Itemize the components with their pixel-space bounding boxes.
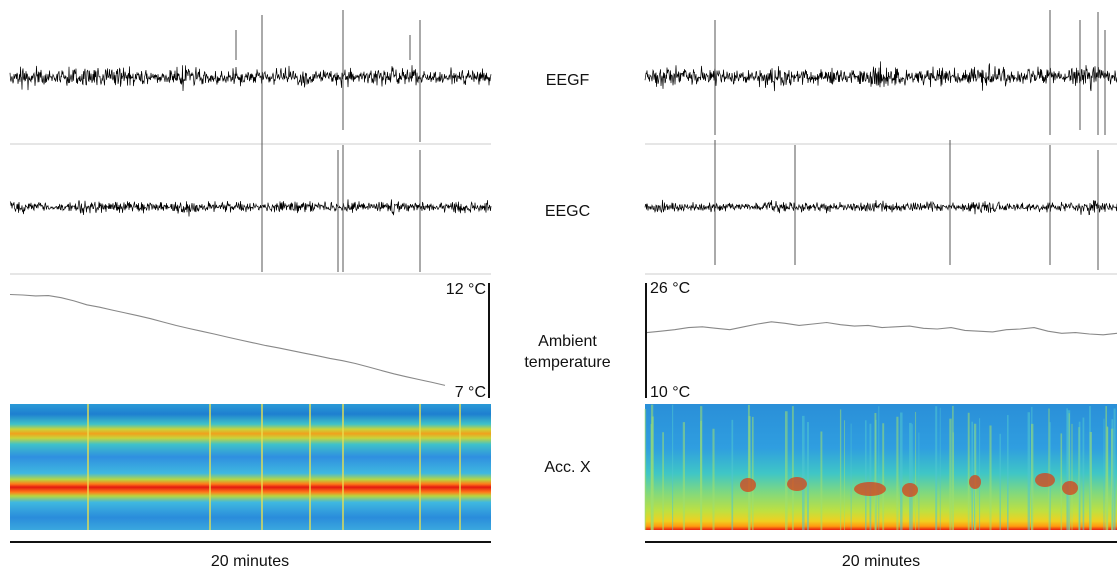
right-spectrogram [645,404,1117,530]
right-spectrogram-hotspot [740,478,756,492]
left-time-scale-label: 20 minutes [210,553,290,570]
channel-label-eegc: EEGC [544,203,591,220]
channel-label-eegf: EEGF [545,72,590,89]
right-temperature-plot [645,283,1117,398]
left-temperature-line [9,293,446,386]
right-spectrogram-hotspot [1062,481,1078,495]
channel-label-acc-x: Acc. X [544,459,591,476]
left-temperature-plot [9,283,490,398]
left-recording-panel [9,10,492,543]
right-temp-min-label: 10 °C [650,384,691,401]
right-time-scale-label: 20 minutes [841,553,921,570]
left-temp-min-label: 7 °C [454,384,486,401]
left-eegf-signal [9,65,492,92]
right-spectrogram-hotspot [969,475,981,489]
right-eegf-trace [644,10,1117,145]
left-spectrogram [10,404,491,530]
left-spectrogram-artifacts [87,404,461,530]
left-eegc-trace [9,140,492,275]
right-spectrogram-hotspot [854,482,886,496]
left-temp-max-label: 12 °C [445,281,486,298]
left-eegf-trace [9,10,492,145]
right-eegc-trace [644,140,1117,275]
right-spectrogram-activity [644,404,1116,530]
right-temp-max-label: 26 °C [650,280,691,297]
right-spectrogram-hotspot [787,477,807,491]
right-eegf-signal [644,61,1117,92]
left-eegc-signal [9,199,492,217]
right-eegc-signal [644,199,1117,216]
right-spectrogram-hotspot [1035,473,1055,487]
right-recording-panel [644,10,1117,543]
channel-label-ambient-temperature: Ambient temperature [524,333,611,371]
right-temperature-line [646,321,1117,336]
right-spectrogram-hotspot [902,483,918,497]
